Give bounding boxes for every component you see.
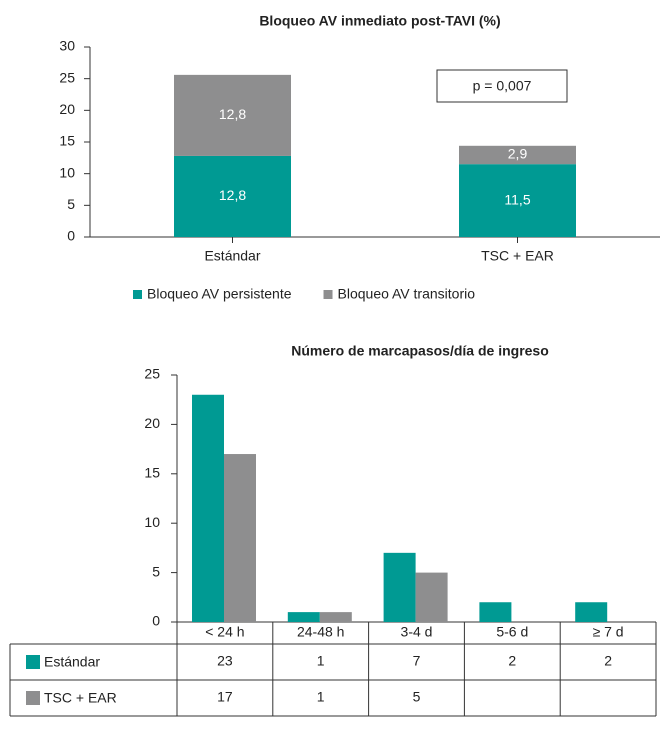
bar [415, 572, 448, 622]
bar-segment [459, 164, 576, 237]
legend-label: Bloqueo AV transitorio [338, 286, 476, 302]
table-cell: 23 [217, 653, 233, 669]
table-cell: 5 [413, 689, 421, 705]
y-tick-label: 10 [144, 514, 160, 530]
bar [319, 612, 352, 622]
x-tick-label: ≥ 7 d [593, 624, 624, 640]
table-cell: 2 [604, 653, 612, 669]
annotation: p = 0,007 [473, 78, 532, 94]
y-tick-label: 25 [144, 366, 160, 382]
y-tick-label: 30 [59, 38, 75, 54]
y-tick-label: 20 [144, 415, 160, 431]
legend-label: Bloqueo AV persistente [147, 286, 292, 302]
value-label: 2,9 [508, 146, 528, 162]
bar [192, 394, 224, 622]
x-tick-label: TSC + EAR [481, 248, 554, 264]
y-tick-label: 15 [59, 133, 75, 149]
table-cell: 2 [508, 653, 516, 669]
y-tick-label: 25 [59, 69, 75, 85]
y-tick-label: 10 [59, 164, 75, 180]
y-tick-label: 5 [152, 563, 160, 579]
table-cell: 1 [317, 653, 325, 669]
x-tick-label: 5-6 d [496, 624, 528, 640]
bar-segment [459, 145, 576, 165]
y-tick-label: 5 [67, 196, 75, 212]
x-tick-label: 24-48 h [297, 624, 344, 640]
x-tick-label: < 24 h [205, 624, 244, 640]
bar [383, 552, 416, 622]
bar-segment [174, 74, 291, 156]
table-cell: 17 [217, 689, 233, 705]
y-tick-label: 15 [144, 465, 160, 481]
bar [575, 602, 608, 622]
x-tick-label: 3-4 d [401, 624, 433, 640]
bar [479, 602, 512, 622]
bar [224, 454, 256, 622]
bar-segment [174, 155, 291, 237]
table-cell: 1 [317, 689, 325, 705]
value-label: 12,8 [219, 106, 246, 122]
table-cell: 7 [413, 653, 421, 669]
legend-swatch [133, 290, 142, 299]
legend-label: TSC + EAR [44, 690, 117, 706]
annotation-box [436, 69, 568, 103]
legend-swatch [26, 655, 40, 669]
y-tick-label: 0 [67, 228, 75, 244]
value-label: 11,5 [504, 191, 530, 207]
y-tick-label: 20 [59, 101, 75, 117]
legend-swatch [323, 290, 333, 299]
value-label: 12,8 [219, 187, 246, 203]
legend-swatch [26, 691, 40, 705]
x-tick-label: Estándar [204, 248, 260, 264]
chart-title: Número de marcapasos/día de ingreso [291, 343, 549, 359]
bar [287, 612, 320, 622]
legend-label: Estándar [44, 654, 100, 670]
y-tick-label: 0 [152, 613, 160, 629]
chart-title: Bloqueo AV inmediato post-TAVI (%) [259, 13, 500, 29]
